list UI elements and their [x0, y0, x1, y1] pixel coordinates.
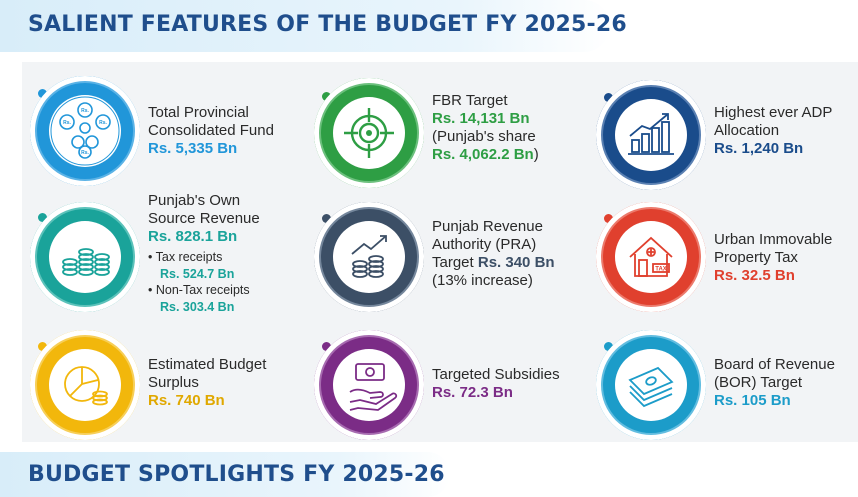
- accent-dot: [604, 214, 613, 223]
- urban-line2: Property Tax: [714, 249, 798, 266]
- subsidies-label: Targeted Subsidies Rs. 72.3 Bn: [432, 366, 560, 402]
- surplus-line1: Estimated Budget: [148, 356, 267, 373]
- fbr-value: Rs. 14,131 Bn: [432, 110, 530, 127]
- cash-stack-icon: [596, 330, 706, 440]
- pra-line2: Authority (PRA): [432, 236, 537, 253]
- pra-line1: Punjab Revenue: [432, 218, 543, 235]
- surplus-line2: Surplus: [148, 374, 199, 391]
- fbr-line2: (Punjab's share: [432, 128, 536, 145]
- own-label: Punjab's Own Source Revenue Rs. 828.1 Bn…: [148, 192, 260, 316]
- pra-value: Rs. 340 Bn: [477, 254, 555, 271]
- page-title: SALIENT FEATURES OF THE BUDGET FY 2025-2…: [28, 12, 627, 37]
- coins-growth-icon: [314, 202, 424, 312]
- accent-dot: [322, 342, 331, 351]
- accent-dot: [604, 93, 613, 102]
- urban-line1: Urban Immovable: [714, 231, 833, 248]
- surplus-label: Estimated Budget Surplus Rs. 740 Bn: [148, 356, 266, 410]
- accent-dot: [38, 342, 47, 351]
- pra-line4: (13% increase): [432, 272, 533, 289]
- bor-line2: (BOR) Target: [714, 374, 803, 391]
- tax-receipts-value: Rs. 524.7 Bn: [160, 267, 235, 281]
- fbr-close: ): [533, 146, 539, 163]
- fbr-share-value: Rs. 4,062.2 Bn: [432, 146, 534, 163]
- accent-dot: [38, 89, 47, 98]
- own-value: Rs. 828.1 Bn: [148, 228, 238, 245]
- subsidies-line1: Targeted Subsidies: [432, 366, 560, 383]
- coin-stacks-icon: [30, 202, 140, 312]
- urban-value: Rs. 32.5 Bn: [714, 267, 795, 284]
- adp-line2: Allocation: [714, 122, 780, 139]
- fbr-label: FBR Target Rs. 14,131 Bn (Punjab's share…: [432, 92, 539, 164]
- accent-dot: [604, 342, 613, 351]
- bor-label: Board of Revenue (BOR) Target Rs. 105 Bn: [714, 356, 835, 410]
- pra-target-prefix: Target: [432, 254, 478, 271]
- svg-text:TAX: TAX: [655, 267, 667, 273]
- nontax-receipts-label: • Non-Tax receipts: [148, 283, 250, 297]
- subsidies-value: Rs. 72.3 Bn: [432, 384, 513, 401]
- adp-line1: Highest ever ADP: [714, 104, 833, 121]
- nontax-receipts-value: Rs. 303.4 Bn: [160, 300, 235, 314]
- fund-line1: Total Provincial: [148, 104, 249, 121]
- own-line2: Source Revenue: [148, 210, 260, 227]
- hand-cash-icon: [314, 330, 424, 440]
- svg-text:Rs.: Rs.: [63, 120, 71, 126]
- fund-line2: Consolidated Fund: [148, 122, 274, 139]
- house-tax-icon: TAX: [596, 202, 706, 312]
- tax-receipts-label: • Tax receipts: [148, 250, 223, 264]
- header-banner: [0, 0, 610, 52]
- footer-banner: [0, 452, 450, 497]
- bor-line1: Board of Revenue: [714, 356, 835, 373]
- svg-text:Rs.: Rs.: [99, 120, 107, 126]
- accent-dot: [322, 214, 331, 223]
- bar-growth-icon: [596, 80, 706, 190]
- svg-text:Rs.: Rs.: [81, 150, 89, 156]
- footer-title: BUDGET SPOTLIGHTS FY 2025-26: [28, 462, 445, 487]
- fund-label: Total Provincial Consolidated Fund Rs. 5…: [148, 104, 274, 158]
- pie-chart-coins-icon: [30, 330, 140, 440]
- svg-text:Rs.: Rs.: [81, 108, 89, 114]
- money-bags-icon: Rs. Rs. Rs. Rs.: [30, 76, 140, 186]
- adp-label: Highest ever ADP Allocation Rs. 1,240 Bn: [714, 104, 832, 158]
- pra-label: Punjab Revenue Authority (PRA) Target Rs…: [432, 218, 555, 290]
- fund-value: Rs. 5,335 Bn: [148, 140, 238, 157]
- surplus-value: Rs. 740 Bn: [148, 392, 225, 409]
- fbr-line1: FBR Target: [432, 92, 508, 109]
- features-panel: [22, 62, 858, 442]
- bor-value: Rs. 105 Bn: [714, 392, 791, 409]
- adp-value: Rs. 1,240 Bn: [714, 140, 804, 157]
- accent-dot: [38, 213, 47, 222]
- urban-label: Urban Immovable Property Tax Rs. 32.5 Bn: [714, 231, 832, 285]
- target-icon: [314, 78, 424, 188]
- own-line1: Punjab's Own: [148, 192, 241, 209]
